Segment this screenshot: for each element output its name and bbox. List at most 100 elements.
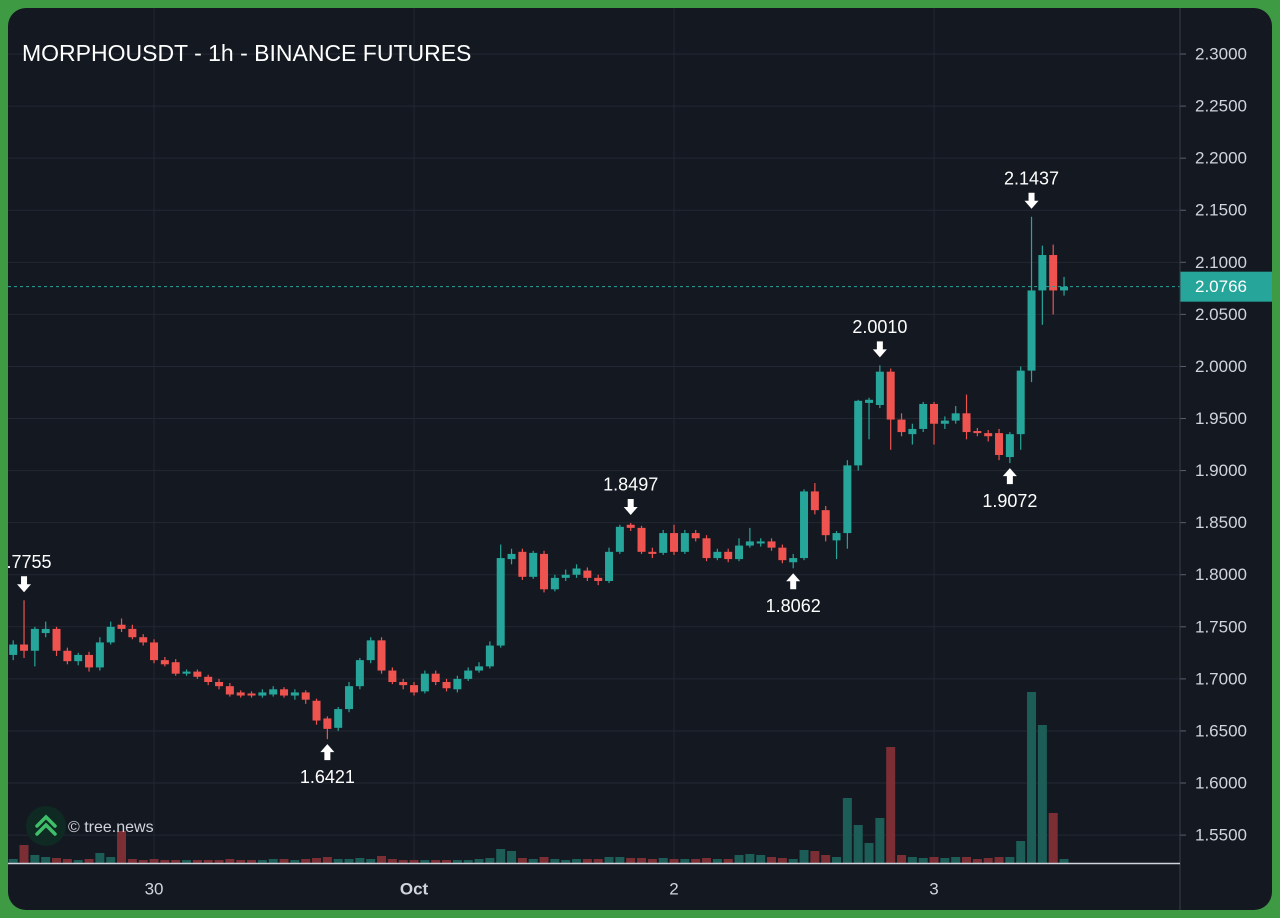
- chart-title: MORPHOUSDT - 1h - BINANCE FUTURES: [22, 40, 471, 66]
- volume-bar: [62, 859, 72, 863]
- volume-bar: [127, 859, 137, 863]
- volume-bar: [160, 860, 170, 863]
- candle-body: [659, 533, 668, 553]
- candle-body: [810, 491, 819, 511]
- volume-bar: [767, 857, 777, 863]
- volume-bar: [19, 845, 29, 863]
- y-tick-label: 1.9500: [1195, 409, 1247, 428]
- volume-bar: [290, 860, 300, 863]
- panel: [8, 8, 1272, 910]
- candle-body: [139, 637, 148, 643]
- candle-body: [594, 577, 603, 581]
- volume-bar: [528, 859, 538, 863]
- volume-bar: [777, 858, 787, 863]
- candle-body: [962, 413, 971, 433]
- volume-bar: [431, 860, 441, 863]
- candle-body: [713, 551, 722, 559]
- volume-bar: [106, 857, 116, 863]
- candle-body: [1027, 290, 1036, 371]
- candle-body: [745, 541, 754, 546]
- annotation-arrow: [17, 576, 32, 593]
- candle-body: [236, 692, 245, 696]
- volume-bar: [279, 859, 289, 863]
- y-tick-label: 1.5500: [1195, 826, 1247, 845]
- candle-body: [995, 433, 1004, 455]
- candle-body: [897, 419, 906, 433]
- candle-body: [280, 689, 289, 696]
- volume-bar: [398, 860, 408, 863]
- candle-body: [106, 626, 115, 643]
- volume-bar: [496, 849, 506, 863]
- candle-body: [767, 541, 776, 548]
- volume-bar: [972, 859, 982, 863]
- volume-bar: [604, 857, 614, 863]
- volume-bar: [203, 860, 213, 863]
- volume-bar: [485, 858, 495, 863]
- volume-bar: [171, 860, 181, 863]
- volume-bar: [463, 860, 473, 863]
- candle-body: [605, 551, 614, 581]
- volume-bar: [507, 851, 517, 863]
- candle-body: [821, 510, 830, 536]
- candle-body: [680, 533, 689, 552]
- volume-bar: [702, 858, 712, 863]
- volume-bar: [30, 855, 40, 863]
- candle-body: [85, 654, 94, 668]
- candle-body: [626, 524, 635, 528]
- volume-bar: [257, 860, 267, 863]
- annotation-arrow: [1024, 192, 1039, 209]
- annotation-arrow: [1002, 468, 1017, 485]
- candle-body: [789, 558, 798, 563]
- volume-bar: [723, 859, 733, 863]
- volume-bar: [821, 855, 831, 863]
- volume-bar: [539, 857, 549, 863]
- volume-bar: [940, 858, 950, 863]
- candle-body: [973, 431, 982, 434]
- annotation-arrow: [786, 573, 801, 590]
- annotation-label: 1.6421: [300, 767, 355, 787]
- plot-area: 1.7755 1.6421 1.8497 1.8062 2.0010 1.9072 2.14…: [8, 8, 1180, 863]
- volume-bar: [333, 859, 343, 863]
- volume-bar: [572, 859, 582, 863]
- candle-body: [388, 670, 397, 683]
- volume-bar: [420, 860, 430, 863]
- volume-bar: [387, 859, 397, 863]
- volume-bar: [1016, 841, 1026, 863]
- annotation-label: 2.0010: [852, 317, 907, 337]
- volume-bar: [95, 853, 105, 863]
- candle-body: [301, 692, 310, 700]
- y-tick-label: 1.6000: [1195, 774, 1247, 793]
- candle-body: [475, 666, 484, 671]
- volume-bar: [474, 859, 484, 863]
- annotation-label: 1.8497: [603, 475, 658, 495]
- candle-body: [886, 371, 895, 420]
- candle-body: [518, 551, 527, 577]
- volume-bar: [442, 860, 452, 863]
- volume-bar: [842, 798, 852, 863]
- volume-bar: [658, 858, 668, 863]
- candle-body: [1016, 370, 1025, 435]
- watermark-logo: [26, 806, 66, 846]
- volume-bar: [864, 843, 874, 863]
- candle-body: [1060, 286, 1069, 291]
- volume-bar: [322, 857, 332, 863]
- candle-body: [670, 533, 679, 552]
- annotation-label: 1.8062: [766, 596, 821, 616]
- volume-bar: [875, 818, 885, 863]
- volume-bar: [1037, 725, 1047, 863]
- volume-bar: [149, 859, 159, 863]
- annotation-arrow: [320, 744, 335, 761]
- candle-body: [215, 682, 224, 687]
- annotation-arrow: [872, 341, 887, 358]
- volume-bar: [626, 858, 636, 863]
- candle-body: [1038, 255, 1047, 291]
- candle-body: [377, 640, 386, 671]
- candle-body: [420, 673, 429, 692]
- volume-bar: [84, 859, 94, 863]
- candle-body: [561, 574, 570, 578]
- volume-bar: [810, 851, 820, 863]
- volume-bar: [312, 858, 322, 863]
- volume-bar: [907, 857, 917, 863]
- x-tick-label: 3: [929, 879, 938, 898]
- candle-body: [1049, 255, 1058, 291]
